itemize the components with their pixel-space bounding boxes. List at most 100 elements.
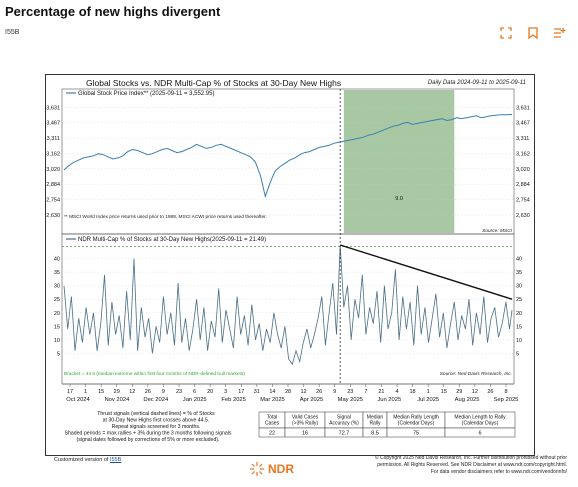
table-value-text: 16 [302,431,308,437]
y-tick-label-right: 15 [516,324,522,330]
x-month-label: Jun 2025 [377,397,401,403]
add-to-list-button[interactable] [546,22,573,44]
y-tick-label-left: 35 [54,270,60,276]
y-tick-label-left: 2,754 [46,198,60,204]
y-tick-label-left: 3,020 [46,167,60,173]
chart-code: I55B [5,29,20,36]
table-header-text: (>3% Rally) [292,421,318,427]
y-tick-label-left: 3,162 [46,151,60,157]
x-day-label: 6 [193,389,196,395]
copyright-line: © Copyright 2025 Ned Davis Research, Inc… [374,455,567,461]
toolbar [492,22,573,44]
y-tick-label-right: 3,631 [516,105,530,111]
top-grid [62,107,514,216]
table-value-cell [444,427,516,438]
x-day-label: 31 [254,389,260,395]
table-value-text: 72.7 [339,431,350,437]
x-month-label: Aug 2025 [455,397,480,403]
shaded-rally-label: 9.0 [395,196,403,202]
bottom-source: Source: Ned Davis Research, Inc. [440,371,512,377]
x-day-label: 1 [427,389,430,395]
customized-note: Customized version of I55B [54,457,122,463]
nh-legend: NDR Multi-Cap % of Stocks at 30-Day New … [78,237,266,243]
x-day-label: 3 [224,389,227,395]
expand-icon [499,27,512,39]
x-day-label: 26 [487,389,493,395]
x-day-label: 14 [269,389,275,395]
x-month-label: Dec 2024 [143,397,169,403]
x-day-label: 23 [176,389,182,395]
y-tick-label-left: 2,884 [46,182,60,188]
thrust-note-line: Repeat signals screened for 3 months. [112,424,201,430]
y-tick-label-right: 2,884 [516,182,530,188]
y-tick-label-right: 3,162 [516,151,530,157]
bottom-panel-border [61,233,515,385]
x-month-label: Apr 2025 [300,397,324,403]
table-header-text: Cases [265,421,280,427]
y-tick-label-left: 3,467 [46,121,60,127]
page-title: Percentage of new highs divergent [5,4,221,19]
bracket-label: Bracket = 44.5 (median extreme within fi… [64,371,245,377]
y-tick-label-left: 30 [54,284,60,290]
y-tick-label-right: 2,754 [516,198,530,204]
y-tick-label-left: 20 [54,311,60,317]
bookmark-button[interactable] [519,22,546,44]
x-month-label: Mar 2025 [260,397,285,403]
x-day-label: 23 [347,389,353,395]
table-value-text: 75 [413,431,419,437]
chart-title: Global Stocks vs. NDR Multi-Cap % of Sto… [86,78,341,88]
y-tick-label-right: 25 [516,297,522,303]
y-tick-label-right: 3,020 [516,167,530,173]
x-month-label: Nov 2024 [104,397,130,403]
thrust-note-line: at 30-Day New Highs first crosses above … [103,418,210,424]
ndr-logo: NDR [249,458,309,480]
table-header-text: Accuracy (%) [329,421,359,427]
table-header-text: (Calendar Days) [462,421,499,427]
x-day-label: 9 [162,389,165,395]
sunburst-icon [250,462,264,476]
new-highs-line [63,244,513,366]
x-month-label: Jan 2025 [183,397,207,403]
thrust-note: Thrust signals (vertical dashed lines) =… [65,411,232,443]
x-day-label: 12 [472,389,478,395]
expand-button[interactable] [492,22,519,44]
bottom-y-axis: 40 40 35 35 30 30 25 25 20 20 15 15 10 10 5 5 [54,257,522,358]
copyright: © Copyright 2025 Ned Davis Research, Inc… [287,455,567,476]
table-header-text: Median Length to Rally [454,415,506,421]
top-y-axis: 3,631 3,631 3,467 3,467 3,311 3,311 3,162 3,162… [46,105,530,219]
x-day-label: 8 [504,389,507,395]
y-tick-label-left: 40 [54,257,60,263]
table-header-text: Rally [369,421,381,427]
y-tick-label-right: 3,467 [516,121,530,127]
x-axis: 17 1 15 29 12 26 9 23 6 20 3 17 31 14 28 12 26 9 23 7 21 4 18 1… [62,383,518,403]
x-day-label: 26 [316,389,322,395]
x-month-label: May 2025 [338,397,363,403]
y-tick-label-left: 5 [57,351,60,357]
table-value-text: 8.5 [371,431,379,437]
rally-shaded-period [343,90,455,233]
y-tick-label-left: 25 [54,297,60,303]
y-tick-label-left: 3,631 [46,105,60,111]
table-value-text: 6 [478,431,481,437]
y-tick-label-left: 10 [54,338,60,344]
y-tick-label-right: 3,311 [516,136,529,142]
divergence-trendline [339,244,513,300]
x-day-label: 12 [301,389,307,395]
x-day-label: 9 [333,389,336,395]
customized-link[interactable]: I55B [109,457,122,463]
top-source: Source: MSCI [482,228,513,234]
table-header-text: (Calendar Days) [398,421,435,427]
y-tick-label-right: 2,630 [516,213,530,219]
table-header-text: Valid Cases [292,415,319,421]
x-day-label: 26 [145,389,151,395]
copyright-line: For data vendor disclaimers refer to www… [430,469,567,475]
table-header-text: Signal [337,415,351,421]
thrust-note-line: (signal dates followed by corrections of… [76,437,219,443]
copyright-line: permission. All Rights Reserved. See NDR… [377,462,567,468]
x-month-label: Feb 2025 [221,397,246,403]
table-value-text: 22 [269,431,275,437]
x-day-label: 20 [207,389,213,395]
chart-svg: Global Stocks vs. NDR Multi-Cap % of Sto… [46,78,530,443]
thrust-note-line: Shaded periods = max rallies + 3% during… [65,431,232,437]
